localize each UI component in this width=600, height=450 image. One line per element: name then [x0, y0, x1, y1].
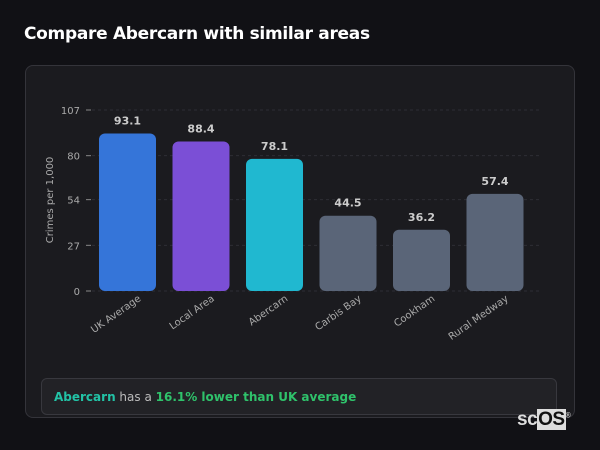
y-tick-label: 107 — [61, 106, 80, 117]
y-tick-label: 27 — [67, 241, 80, 252]
bar-1 — [172, 141, 230, 291]
y-tick-label: 80 — [67, 152, 80, 163]
x-tick-label: Local Area — [168, 293, 217, 332]
summary-area: Abercarn — [54, 390, 116, 404]
logo-mark: ® — [565, 412, 571, 420]
logo-boxed: OS — [537, 409, 566, 430]
value-label: 78.1 — [261, 140, 288, 153]
value-label: 36.2 — [408, 211, 435, 224]
bar-5 — [466, 193, 524, 291]
bar-2 — [246, 158, 303, 291]
value-label: 93.1 — [114, 115, 141, 128]
summary-comparison: 16.1% lower than UK average — [155, 390, 357, 404]
bar-0 — [99, 133, 156, 291]
y-tick-label: 0 — [74, 287, 80, 298]
value-label: 88.4 — [187, 122, 214, 135]
x-tick-label: Rural Medway — [447, 293, 511, 342]
watermark-logo: scOS® — [517, 409, 571, 431]
summary-middle: has a — [115, 390, 156, 404]
summary-box: Abercarn has a 16.1% lower than UK avera… — [41, 378, 557, 415]
logo-prefix: sc — [517, 409, 538, 430]
x-tick-label: UK Average — [89, 293, 143, 335]
bar-4 — [393, 229, 450, 291]
x-tick-label: Cookham — [392, 293, 437, 329]
page-title: Compare Abercarn with similar areas — [24, 24, 370, 44]
x-tick-label: Abercarn — [247, 293, 290, 328]
y-axis-label: Crimes per 1,000 — [45, 157, 56, 244]
value-label: 57.4 — [481, 175, 508, 188]
x-tick-label: Carbis Bay — [313, 293, 363, 333]
bar-3 — [319, 215, 377, 291]
y-tick-label: 54 — [67, 196, 80, 207]
value-label: 44.5 — [334, 197, 361, 210]
